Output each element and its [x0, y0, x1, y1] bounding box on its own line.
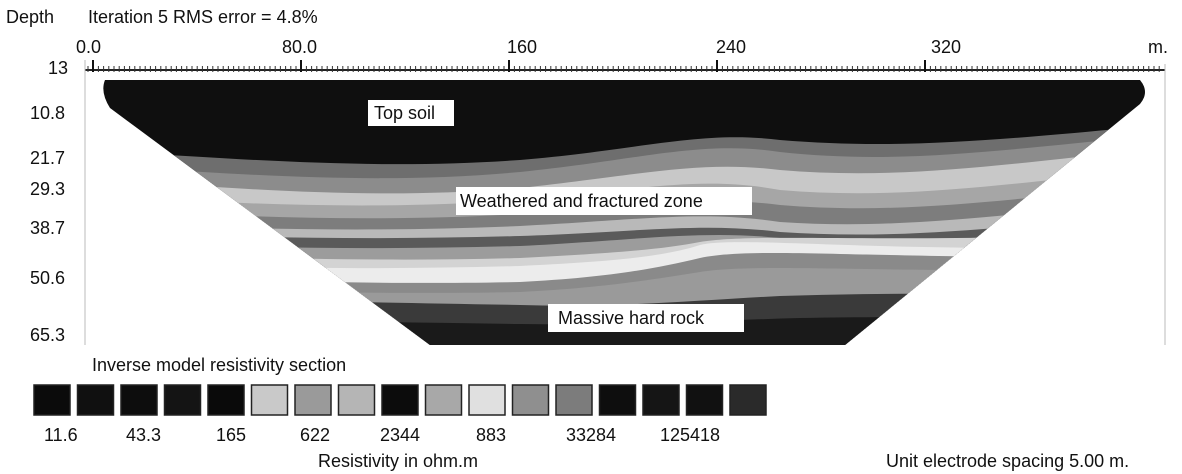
legend-swatch	[642, 384, 680, 416]
legend-value: 11.6	[44, 425, 78, 445]
legend-swatch	[76, 384, 115, 416]
legend-swatch	[250, 384, 289, 416]
top-soil-box	[368, 100, 454, 126]
hard-rock-box	[548, 304, 744, 332]
electrode-ticks	[87, 66, 1160, 72]
annotation-weathered-zone: Weathered and fractured zone	[460, 191, 703, 211]
legend-value: 33284	[566, 425, 617, 445]
legend-swatches	[33, 384, 767, 416]
annotation-top-soil: Top soil	[374, 103, 436, 123]
legend-swatch	[33, 384, 71, 416]
x-tick-label: 0.0	[76, 37, 102, 57]
depth-label: 29.3	[30, 179, 66, 199]
legend-swatch	[598, 384, 637, 416]
legend-swatch	[120, 384, 158, 416]
legend-swatch	[511, 384, 550, 416]
x-axis-unit: m.	[1148, 37, 1168, 57]
x-tick-label: 80.0	[282, 37, 318, 57]
legend-value: 622	[300, 425, 331, 445]
annotation-hard-rock: Massive hard rock	[558, 308, 705, 328]
legend-value: 883	[476, 425, 507, 445]
legend-swatch	[294, 384, 332, 416]
legend-swatch	[729, 384, 767, 416]
x-tick-label: 160	[507, 37, 538, 57]
legend-swatch	[207, 384, 245, 416]
depth-label: 50.6	[30, 268, 66, 288]
depth-label: 13	[48, 58, 69, 78]
legend-swatch	[468, 384, 506, 416]
legend-value: 125418	[660, 425, 721, 445]
legend-title: Inverse model resistivity section	[92, 355, 347, 375]
legend-swatch	[555, 384, 593, 416]
electrode-spacing-label: Unit electrode spacing 5.00 m.	[886, 451, 1130, 471]
legend-value: 2344	[380, 425, 421, 445]
legend-swatch	[424, 384, 463, 416]
legend-unit-label: Resistivity in ohm.m	[318, 451, 479, 471]
legend-swatch	[381, 384, 419, 416]
legend-swatch	[163, 384, 202, 416]
major-ticks	[92, 60, 926, 72]
legend-value: 43.3	[126, 425, 162, 445]
weathered-zone-box	[456, 187, 752, 215]
depth-label: 38.7	[30, 218, 66, 238]
depth-axis-title: Depth	[6, 7, 55, 27]
x-tick-label: 240	[716, 37, 747, 57]
depth-label: 21.7	[30, 148, 66, 168]
legend-swatch	[685, 384, 724, 416]
legend-swatch	[337, 384, 376, 416]
depth-label: 65.3	[30, 325, 66, 345]
x-tick-label: 320	[931, 37, 962, 57]
legend-value: 165	[216, 425, 247, 445]
depth-label: 10.8	[30, 103, 66, 123]
figure-title: Iteration 5 RMS error = 4.8%	[88, 7, 318, 27]
